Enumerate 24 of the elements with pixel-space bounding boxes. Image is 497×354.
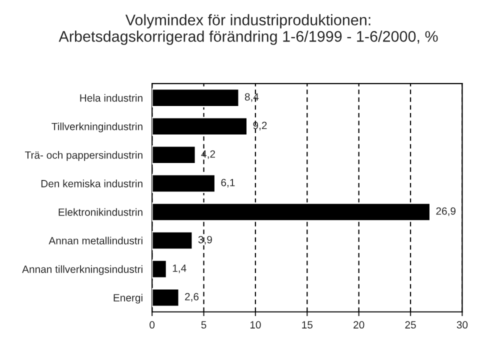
data-label: 3,9 (198, 236, 212, 245)
x-tick-label: 25 (405, 321, 416, 329)
x-tick-label: 5 (201, 321, 206, 329)
y-tick-label: Trä- och pappersindustrin (24, 151, 142, 161)
data-label: 8,4 (244, 93, 259, 102)
data-label: 6,1 (221, 178, 235, 188)
x-tick-label: 10 (250, 321, 261, 329)
y-tick-label: Annan tillverkningsindustri (22, 265, 142, 275)
y-tick-label: Annan metallindustri (48, 236, 142, 244)
x-tick-label: 30 (456, 321, 468, 329)
y-tick-label: Tillverkningindustrin (52, 122, 142, 132)
x-tick-label: 20 (354, 321, 364, 329)
data-label: 4,2 (201, 150, 216, 159)
data-label: 26,9 (436, 207, 456, 216)
data-label: 9,2 (253, 122, 267, 130)
y-tick-label: Elektronikindustrin (58, 208, 142, 216)
x-tick-label: 15 (302, 321, 313, 329)
y-tick-label: Energi (114, 294, 142, 304)
x-tick-label: 0 (150, 321, 155, 329)
data-label: 1,4 (172, 264, 186, 274)
y-tick-label: Hela industrin (80, 94, 142, 102)
chart-title: Volymindex för industriproduktionen: Arbetsdagskorrigerad förändring 1-6/1999 - 1-6/2000, % (58, 14, 438, 45)
data-label: 2,6 (185, 293, 199, 302)
y-tick-label: Den kemiska industrin (41, 180, 142, 188)
